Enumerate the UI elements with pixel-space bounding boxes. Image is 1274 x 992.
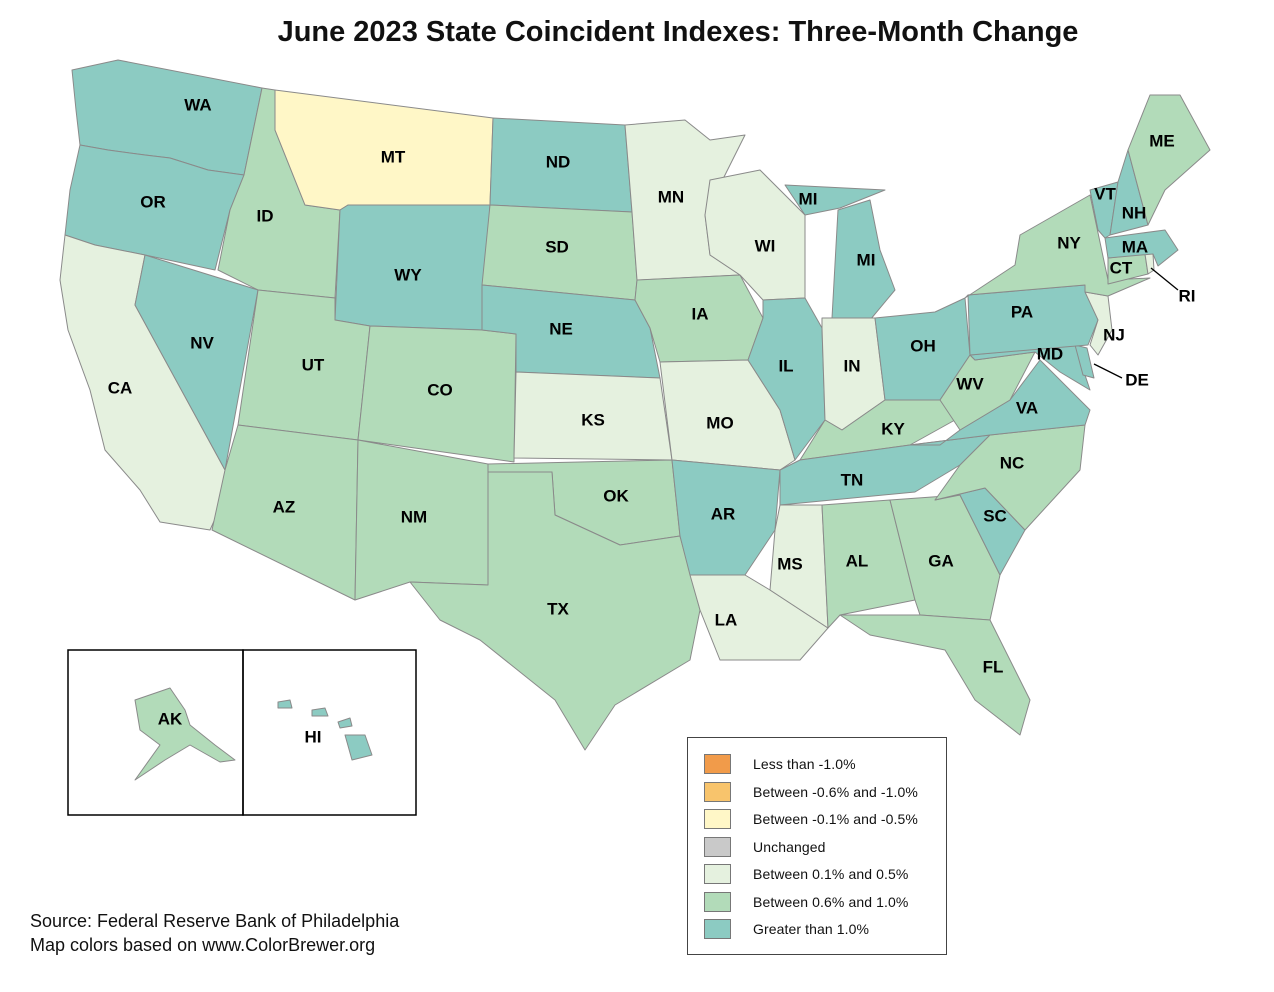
legend-label: Greater than 1.0% bbox=[753, 921, 870, 937]
state-label-la: LA bbox=[715, 610, 738, 629]
state-label-ma: MA bbox=[1122, 237, 1148, 256]
label-leader-lines bbox=[1093, 267, 1179, 379]
legend-swatch bbox=[704, 809, 731, 829]
legend-label: Less than -1.0% bbox=[753, 756, 856, 772]
state-label-nm: NM bbox=[401, 507, 427, 526]
legend-item: Between 0.6% and 1.0% bbox=[704, 891, 908, 913]
state-label-ia: IA bbox=[692, 304, 709, 323]
state-ma bbox=[1104, 229, 1179, 267]
legend-item: Between 0.1% and 0.5% bbox=[704, 863, 908, 885]
state-label-tn: TN bbox=[841, 470, 864, 489]
legend-item: Less than -1.0% bbox=[704, 753, 856, 775]
colors-credit-line: Map colors based on www.ColorBrewer.org bbox=[30, 935, 376, 955]
state-label-mi-upper: MI bbox=[799, 189, 818, 208]
state-label-ga: GA bbox=[928, 551, 954, 570]
legend: Less than -1.0% Between -0.6% and -1.0% Be… bbox=[687, 737, 947, 955]
state-label-sc: SC bbox=[983, 506, 1007, 525]
state-label-id: ID bbox=[257, 206, 274, 225]
legend-label: Between -0.6% and -1.0% bbox=[753, 783, 918, 800]
state-label-nc: NC bbox=[1000, 453, 1025, 472]
state-label-md: MD bbox=[1037, 344, 1063, 363]
state-az bbox=[211, 424, 359, 601]
state-label-de: DE bbox=[1125, 370, 1149, 389]
legend-item: Unchanged bbox=[704, 836, 826, 858]
state-label-hi: HI bbox=[305, 727, 322, 746]
de-leader-line bbox=[1093, 363, 1123, 379]
legend-item: Between -0.1% and -0.5% bbox=[704, 808, 918, 830]
state-label-ok: OK bbox=[603, 486, 629, 505]
legend-swatch bbox=[704, 781, 731, 802]
legend-swatch bbox=[704, 919, 731, 939]
legend-swatch bbox=[704, 891, 731, 912]
state-label-pa: PA bbox=[1011, 302, 1033, 321]
state-label-nv: NV bbox=[190, 333, 214, 352]
state-label-nd: ND bbox=[546, 152, 571, 171]
state-label-ut: UT bbox=[302, 355, 325, 374]
source-line: Source: Federal Reserve Bank of Philadel… bbox=[30, 911, 400, 931]
state-label-ne: NE bbox=[549, 319, 573, 338]
insets bbox=[67, 649, 417, 816]
state-label-mn: MN bbox=[658, 187, 684, 206]
state-label-mi: MI bbox=[857, 250, 876, 269]
state-label-ak: AK bbox=[158, 709, 183, 728]
state-ak bbox=[134, 687, 236, 781]
state-label-oh: OH bbox=[910, 336, 936, 355]
states-layer bbox=[59, 59, 1211, 781]
state-label-sd: SD bbox=[545, 237, 569, 256]
state-label-va: VA bbox=[1016, 398, 1038, 417]
state-label-fl: FL bbox=[983, 657, 1004, 676]
legend-swatch bbox=[704, 836, 731, 857]
state-label-ca: CA bbox=[108, 378, 133, 397]
legend-label: Unchanged bbox=[753, 838, 826, 855]
legend-label: Between 0.6% and 1.0% bbox=[753, 893, 909, 910]
state-de bbox=[1074, 344, 1095, 379]
state-label-wv: WV bbox=[956, 374, 984, 393]
state-label-mo: MO bbox=[706, 413, 733, 432]
state-label-tx: TX bbox=[547, 599, 569, 618]
source-note: Source: Federal Reserve Bank of Philadel… bbox=[30, 909, 399, 957]
state-label-ct: CT bbox=[1110, 258, 1133, 277]
legend-item: Greater than 1.0% bbox=[704, 918, 869, 940]
ri-leader-line bbox=[1150, 267, 1179, 291]
state-il bbox=[747, 297, 826, 461]
state-label-wa: WA bbox=[184, 95, 211, 114]
state-vt bbox=[1089, 181, 1119, 239]
labels-layer: WA OR CA ID NV MT WY UT CO AZ NM ND SD NE KS OK TX MN IA MO… bbox=[108, 95, 1196, 746]
hawaii-inset-frame bbox=[242, 649, 417, 816]
legend-item: Between -0.6% and -1.0% bbox=[704, 781, 918, 803]
state-fl bbox=[839, 614, 1031, 736]
map-title: June 2023 State Coincident Indexes: Thre… bbox=[277, 16, 1079, 48]
state-label-or: OR bbox=[140, 192, 166, 211]
state-label-in: IN bbox=[844, 356, 861, 375]
state-hi bbox=[277, 699, 373, 761]
state-label-ks: KS bbox=[581, 410, 605, 429]
state-label-az: AZ bbox=[273, 497, 296, 516]
state-label-co: CO bbox=[427, 380, 453, 399]
state-label-ky: KY bbox=[881, 419, 905, 438]
state-label-wi: WI bbox=[755, 236, 776, 255]
state-tx bbox=[409, 471, 701, 751]
state-label-nj: NJ bbox=[1103, 325, 1125, 344]
state-label-vt: VT bbox=[1094, 184, 1116, 203]
state-label-ms: MS bbox=[777, 554, 803, 573]
legend-swatch bbox=[704, 754, 731, 774]
state-label-me: ME bbox=[1149, 131, 1175, 150]
state-label-al: AL bbox=[846, 551, 869, 570]
state-label-ri: RI bbox=[1179, 286, 1196, 305]
legend-swatch bbox=[704, 864, 731, 884]
legend-label: Between -0.1% and -0.5% bbox=[753, 811, 918, 827]
state-label-ny: NY bbox=[1057, 233, 1081, 252]
state-al bbox=[821, 499, 916, 629]
state-label-nh: NH bbox=[1122, 203, 1147, 222]
state-me bbox=[1127, 94, 1211, 226]
state-label-mt: MT bbox=[381, 147, 406, 166]
state-label-ar: AR bbox=[711, 504, 736, 523]
state-ny bbox=[964, 194, 1151, 299]
state-label-wy: WY bbox=[394, 265, 422, 284]
state-la bbox=[689, 574, 829, 661]
legend-label: Between 0.1% and 0.5% bbox=[753, 866, 909, 882]
state-label-il: IL bbox=[778, 356, 793, 375]
